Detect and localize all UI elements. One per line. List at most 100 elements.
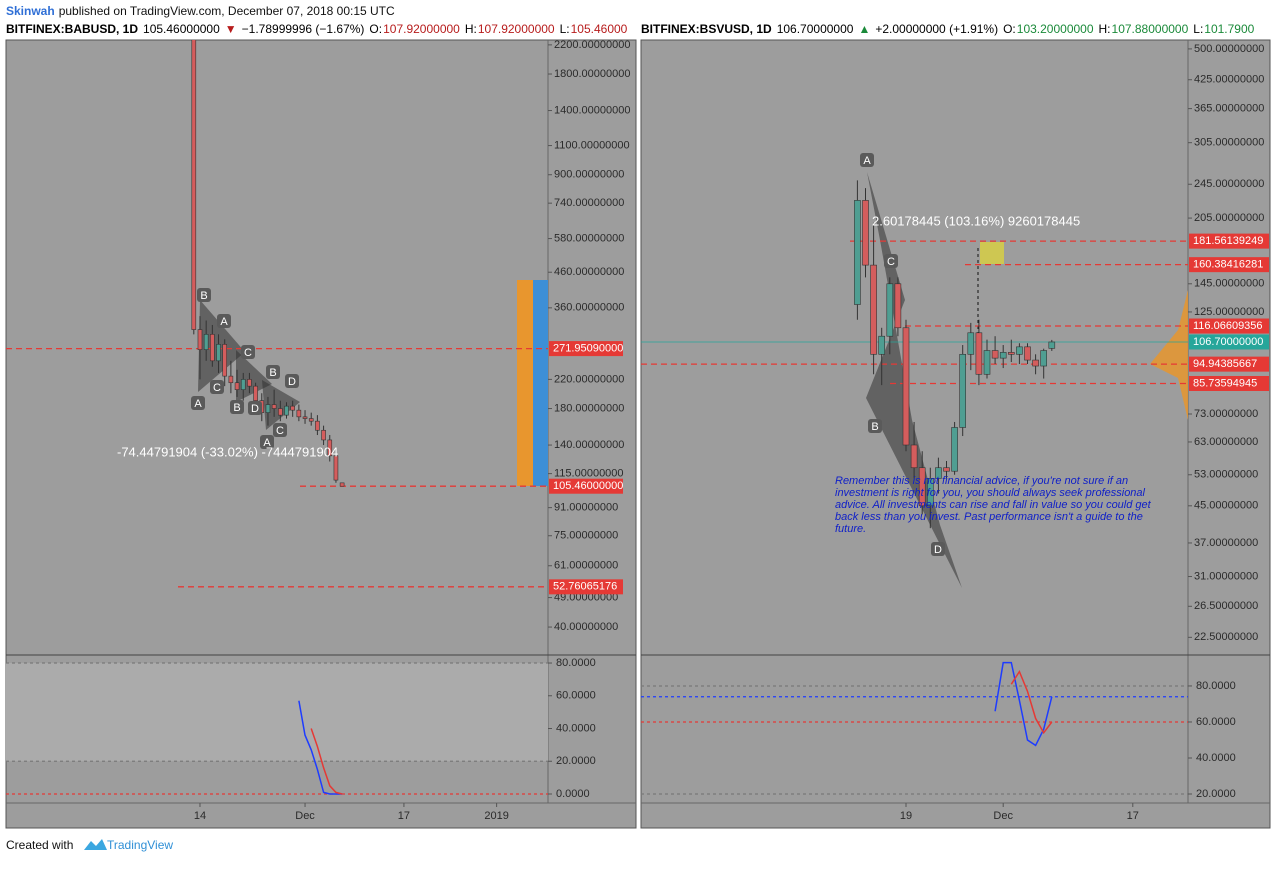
y-tick-label: 31.00000000 bbox=[1194, 570, 1258, 582]
info-item: ▲ bbox=[858, 22, 870, 36]
measure-box bbox=[980, 242, 1004, 264]
candle-body bbox=[321, 429, 326, 441]
note-line: back less than you invest. Past performa… bbox=[835, 511, 1143, 523]
info-item: 107.92000000 bbox=[478, 22, 555, 36]
price-tag bbox=[549, 579, 623, 595]
candle-body bbox=[216, 344, 221, 362]
pattern-label: A bbox=[194, 398, 202, 410]
pattern-label: C bbox=[276, 425, 284, 437]
measure-label: -74.44791904 (-33.02%) -7444791904 bbox=[117, 444, 338, 459]
osc-tick-label: 20.0000 bbox=[556, 755, 596, 767]
candle-body bbox=[247, 379, 252, 387]
symbol-info: BITFINEX:BSVUSD, 1D 106.70000000 ▲ +2.00000… bbox=[641, 22, 1255, 36]
candle-body bbox=[271, 404, 277, 409]
y-tick-label: 740.00000000 bbox=[554, 197, 624, 209]
pattern-label-box bbox=[210, 380, 224, 394]
y-tick-label: 1800.00000000 bbox=[554, 68, 630, 80]
pattern-label: D bbox=[288, 376, 296, 388]
brand[interactable]: TradingView bbox=[107, 838, 173, 852]
position-stop bbox=[533, 280, 548, 486]
price-tag bbox=[549, 478, 623, 494]
pattern-label-box bbox=[285, 374, 299, 388]
candle-body bbox=[296, 409, 302, 418]
author: Skinwah bbox=[6, 4, 55, 18]
candle-body bbox=[983, 350, 991, 375]
candle-body bbox=[959, 353, 967, 428]
osc-tick-label: 80.0000 bbox=[1196, 680, 1236, 692]
candle-body bbox=[894, 283, 902, 329]
position-target bbox=[517, 280, 533, 486]
x-tick-label: 17 bbox=[1127, 810, 1139, 822]
price-tag-label: 106.70000000 bbox=[1193, 336, 1263, 348]
info-item: BITFINEX:BSVUSD, 1D bbox=[641, 22, 772, 36]
candle-body bbox=[854, 200, 861, 305]
candle-body bbox=[935, 467, 942, 479]
candle-body bbox=[333, 455, 339, 481]
price-tag bbox=[1189, 356, 1269, 372]
osc-tick-label: 60.0000 bbox=[556, 690, 596, 702]
osc-tick-label: 40.0000 bbox=[556, 722, 596, 734]
candle-body bbox=[1007, 352, 1015, 355]
y-tick-label: 580.00000000 bbox=[554, 232, 624, 244]
price-tag bbox=[1189, 233, 1269, 249]
price-tag-label: 116.06609356 bbox=[1193, 320, 1263, 332]
pattern-label-box bbox=[241, 345, 255, 359]
candle-body bbox=[228, 375, 234, 384]
candle-body bbox=[222, 344, 227, 377]
candle-body bbox=[308, 418, 314, 422]
pattern-label: D bbox=[934, 544, 942, 556]
candle-body bbox=[951, 427, 958, 472]
pattern-label: C bbox=[887, 256, 895, 268]
candle-body bbox=[862, 200, 869, 266]
y-tick-label: 500.00000000 bbox=[1194, 43, 1264, 55]
info-item: L: bbox=[1193, 22, 1203, 36]
candle-body bbox=[999, 352, 1007, 359]
candle-body bbox=[278, 408, 283, 416]
x-tick-label: Dec bbox=[993, 810, 1013, 822]
price-tag-label: 271.95090000 bbox=[553, 342, 623, 354]
y-tick-label: 26.50000000 bbox=[1194, 600, 1258, 612]
y-tick-label: 115.00000000 bbox=[554, 468, 624, 480]
y-tick-label: 1100.00000000 bbox=[554, 139, 630, 151]
note-line: future. bbox=[835, 523, 866, 535]
y-tick-label: 61.00000000 bbox=[554, 560, 618, 572]
symbol-info: BITFINEX:BABUSD, 1D 105.46000000 ▼ −1.78999… bbox=[6, 22, 628, 36]
price-tag bbox=[1189, 334, 1269, 350]
candle-body bbox=[203, 334, 209, 350]
price-tag-label: 85.73594945 bbox=[1193, 377, 1257, 389]
y-tick-label: 900.00000000 bbox=[554, 169, 624, 181]
pattern-label: C bbox=[213, 382, 221, 394]
candle-body bbox=[339, 482, 345, 487]
candle-body bbox=[327, 439, 333, 457]
note-line: Remember this is not financial advice, i… bbox=[835, 475, 1128, 487]
candle-body bbox=[265, 404, 271, 413]
candle-body bbox=[1016, 346, 1023, 355]
price-tag-label: 105.46000000 bbox=[553, 480, 623, 492]
y-tick-label: 180.00000000 bbox=[554, 402, 624, 414]
x-tick-label: 14 bbox=[194, 810, 206, 822]
y-tick-label: 205.00000000 bbox=[1194, 212, 1264, 224]
info-item: 103.20000000 bbox=[1017, 22, 1094, 36]
info-item: 105.46000 bbox=[571, 22, 628, 36]
osc-line bbox=[310, 728, 343, 795]
chart-panel: 2200.00000000 1800.00000000 1400.00000000 1… bbox=[5, 39, 637, 829]
info-item: 105.46000000 bbox=[143, 22, 220, 36]
candle-body bbox=[886, 283, 894, 337]
pattern-label-box bbox=[230, 400, 244, 414]
y-tick-label: 91.00000000 bbox=[554, 502, 618, 514]
y-tick-label: 305.00000000 bbox=[1194, 137, 1264, 149]
y-tick-label: 63.00000000 bbox=[1194, 436, 1258, 448]
volume-profile bbox=[1150, 290, 1188, 420]
pattern-label-box bbox=[860, 153, 874, 167]
price-tag bbox=[1189, 257, 1269, 273]
pattern-label: A bbox=[863, 155, 871, 167]
candle-body bbox=[870, 264, 877, 355]
pattern-label-box bbox=[248, 401, 262, 415]
pattern-label: B bbox=[233, 402, 240, 414]
candle-body bbox=[1032, 359, 1039, 367]
y-tick-label: 460.00000000 bbox=[554, 266, 624, 278]
info-item: −1.78999996 (−1.67%) bbox=[242, 22, 365, 36]
